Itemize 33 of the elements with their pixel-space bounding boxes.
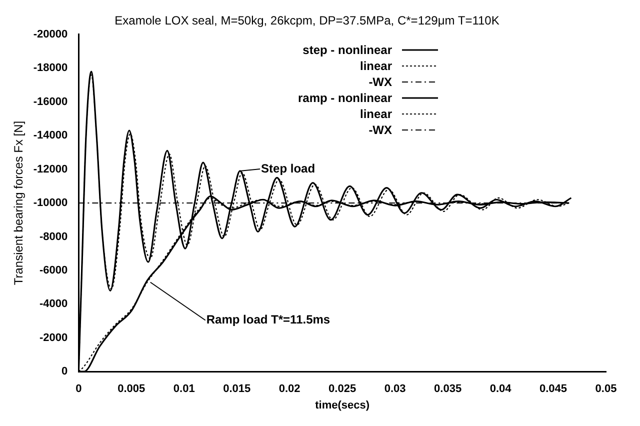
y-tick-label: -18000 — [33, 62, 68, 74]
legend-label: ramp - nonlinear — [298, 90, 392, 106]
x-tick-label: 0.04 — [490, 383, 512, 396]
legend-label: -WX — [368, 122, 392, 138]
y-tick-label: -6000 — [40, 264, 68, 276]
y-tick-label: -16000 — [33, 96, 68, 108]
x-tick-label: 0.025 — [328, 383, 356, 396]
x-tick-label: 0.015 — [223, 383, 251, 396]
y-tick-label: -10000 — [33, 197, 68, 210]
legend-label: linear — [360, 58, 392, 74]
x-tick-label: 0.05 — [595, 383, 617, 396]
x-axis-title: time(secs) — [315, 399, 370, 412]
x-tick-label: 0.005 — [118, 383, 146, 396]
annotation: Step load — [261, 161, 316, 176]
x-tick-label: 0.045 — [540, 383, 568, 396]
x-tick-label: 0.03 — [384, 383, 406, 396]
y-tick-label: -8000 — [40, 230, 68, 243]
x-tick-label: 0.01 — [173, 383, 195, 396]
legend-label: linear — [360, 106, 392, 122]
y-axis-title: Transient bearing forces Fx [N] — [12, 120, 26, 286]
y-tick-label: -4000 — [40, 298, 68, 310]
annotation: Ramp load T*=11.5ms — [206, 312, 330, 327]
x-tick-label: 0.035 — [434, 383, 462, 396]
legend-label: -WX — [368, 74, 392, 90]
y-tick-label: -20000 — [33, 28, 68, 40]
x-tick-label: 0.02 — [278, 383, 300, 396]
y-tick-label: -14000 — [33, 130, 68, 142]
x-tick-label: 0 — [76, 383, 82, 396]
y-tick-label: 0 — [62, 366, 68, 378]
chart-title: Examole LOX seal, M=50kg, 26kcpm, DP=37.5MPa, C*=129μm T=110K — [114, 14, 500, 28]
y-tick-label: -2000 — [40, 332, 68, 344]
legend-label: step - nonlinear — [302, 42, 392, 58]
y-tick-label: -12000 — [33, 163, 68, 176]
